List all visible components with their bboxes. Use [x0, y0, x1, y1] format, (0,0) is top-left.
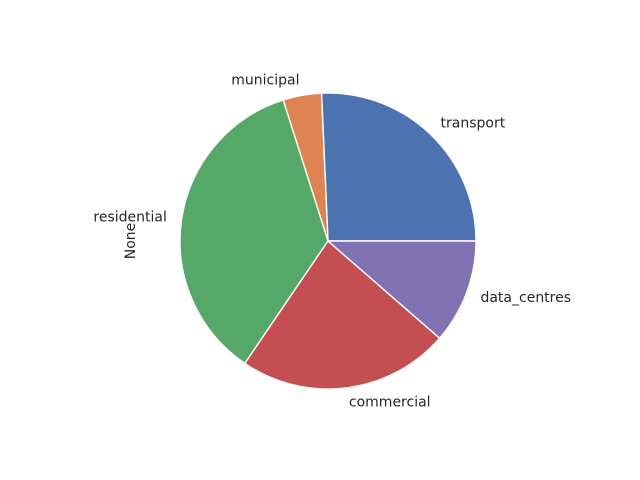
- pie-slice-commercial: [244, 240, 441, 390]
- pie-slice-residential: [179, 99, 329, 365]
- pie-slice-transport: [320, 92, 477, 242]
- pie-labels: transport municipal residential commercial d…: [93, 73, 571, 411]
- pie-label-data-centres: data_centres: [480, 290, 571, 306]
- pie-label-municipal: municipal: [231, 73, 299, 89]
- pie-slices: [179, 92, 477, 390]
- pie-slice-data-centres: [327, 240, 477, 339]
- pie-label-residential: residential: [93, 210, 166, 226]
- pie-label-transport: transport: [441, 115, 506, 131]
- y-axis-label: None: [123, 223, 139, 260]
- pie-label-commercial: commercial: [349, 394, 431, 410]
